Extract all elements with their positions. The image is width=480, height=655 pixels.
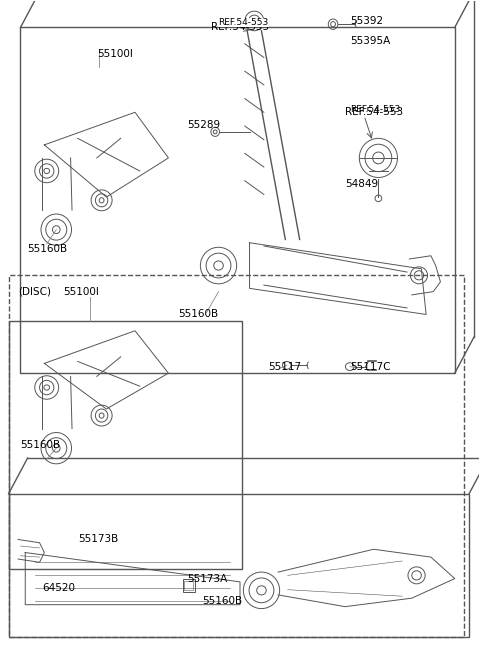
Text: 55173A: 55173A bbox=[188, 574, 228, 584]
Bar bbox=[9, 494, 469, 637]
Text: 55117: 55117 bbox=[269, 362, 302, 371]
Text: 55100I: 55100I bbox=[63, 287, 99, 297]
Text: REF.54-553: REF.54-553 bbox=[218, 18, 269, 27]
Text: REF.54-553: REF.54-553 bbox=[211, 22, 269, 33]
Text: 55100I: 55100I bbox=[97, 48, 132, 58]
Text: 55160B: 55160B bbox=[21, 440, 60, 450]
Text: 54849: 54849 bbox=[345, 179, 378, 189]
Bar bbox=[9, 321, 242, 569]
Bar bbox=[9, 275, 464, 637]
Text: (DISC): (DISC) bbox=[18, 287, 51, 297]
Text: 55160B: 55160B bbox=[28, 244, 68, 254]
Text: REF.54-553: REF.54-553 bbox=[345, 107, 403, 117]
Text: 64520: 64520 bbox=[42, 584, 75, 593]
Bar bbox=[184, 580, 193, 590]
Text: 55173B: 55173B bbox=[78, 534, 118, 544]
Bar bbox=[21, 28, 455, 373]
Text: 55160B: 55160B bbox=[178, 309, 218, 320]
Text: 55117C: 55117C bbox=[350, 362, 390, 371]
Text: 55289: 55289 bbox=[188, 121, 221, 130]
Text: 55160B: 55160B bbox=[202, 597, 242, 607]
Text: REF.54-553: REF.54-553 bbox=[350, 105, 400, 113]
Bar bbox=[183, 578, 195, 591]
Text: 55392: 55392 bbox=[350, 16, 383, 26]
Text: 55395A: 55395A bbox=[350, 35, 390, 45]
Text: REF.54-553: REF.54-553 bbox=[218, 18, 269, 27]
